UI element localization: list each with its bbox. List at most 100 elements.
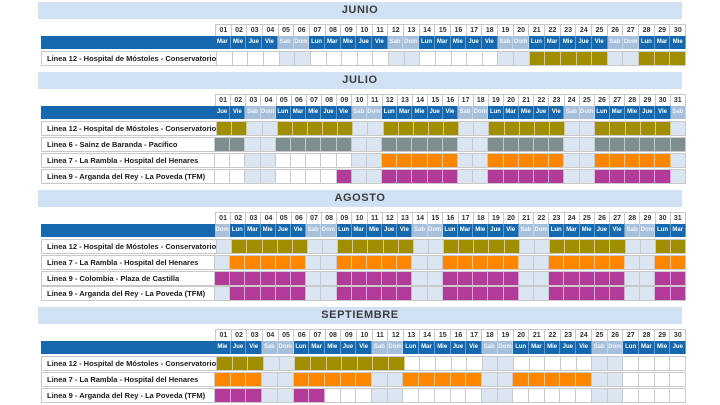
- day-cell: [275, 286, 291, 301]
- weekday-label: Dom: [215, 224, 231, 237]
- day-cell: [366, 153, 383, 168]
- day-cell: [307, 121, 324, 136]
- day-number: 26: [607, 329, 624, 341]
- day-cell: [326, 51, 343, 66]
- day-cell: [292, 239, 308, 254]
- day-number: 21: [529, 24, 546, 36]
- day-cell: [450, 388, 467, 403]
- month-section-junio: JUNIO 01 02 03 04 05 06 07 08 09 10 11 12 13 14 15 16 17 1…: [38, 2, 687, 66]
- day-number: 08: [325, 329, 342, 341]
- day-cell: [427, 137, 443, 152]
- weekday-label: Mar: [458, 224, 474, 237]
- day-cell: [230, 388, 247, 403]
- day-cell: [336, 271, 352, 286]
- day-cell: [260, 255, 276, 270]
- day-cell: [450, 372, 467, 387]
- day-cell: [353, 239, 369, 254]
- day-cell: [412, 153, 428, 168]
- day-cell: [245, 153, 261, 168]
- day-cell: [382, 137, 398, 152]
- day-cell: [488, 271, 504, 286]
- day-number: 25: [592, 329, 608, 341]
- day-cell: [444, 239, 460, 254]
- weekday-label: Vie: [442, 106, 458, 119]
- day-number: 28: [639, 329, 655, 341]
- day-number: 15: [435, 329, 452, 341]
- weekday-row-header-fill: [41, 341, 215, 354]
- month-section-agosto: AGOSTO 01 02 03 04 05 06 07 08 09 10 11 12 13 14 15 16 17…: [38, 190, 687, 301]
- day-cell: [458, 286, 474, 301]
- day-cell: [366, 271, 383, 286]
- weekday-label: Jue: [640, 106, 656, 119]
- day-number: 26: [607, 24, 624, 36]
- day-cell: [655, 286, 671, 301]
- day-number: 28: [625, 212, 641, 224]
- day-number: 04: [261, 94, 277, 106]
- day-cell: [625, 239, 641, 254]
- day-numbers-spacer: [41, 329, 215, 341]
- day-cell: [623, 388, 639, 403]
- day-cell: [413, 121, 429, 136]
- weekday-label: Sab: [277, 36, 294, 49]
- day-number: 10: [352, 212, 368, 224]
- day-cell: [458, 169, 474, 184]
- day-cell: [404, 51, 421, 66]
- weekday-label: Mar: [609, 106, 626, 119]
- day-cell: [264, 356, 280, 371]
- line-row: Linea 12 - Hospital de Móstoles - Conser…: [41, 356, 686, 371]
- day-cell: [336, 255, 352, 270]
- day-cell: [442, 169, 458, 184]
- day-cell: [397, 169, 413, 184]
- day-cell: [290, 286, 307, 301]
- day-cell: [474, 121, 490, 136]
- day-number: 01: [216, 329, 232, 341]
- day-cell: [215, 153, 231, 168]
- weekday-label: Sab: [458, 106, 474, 119]
- line-label: Linea 6 - Sainz de Baranda - Pacífico: [41, 137, 215, 152]
- weekday-cells: Dom Lun Mar Mie Jue Vie Sab Dom Lun Mar Mie Jue Vie S…: [215, 224, 686, 237]
- weekday-label: Dom: [366, 106, 383, 119]
- line-label: Linea 9 - Arganda del Rey - La Poveda (T…: [41, 169, 215, 184]
- day-cell: [397, 271, 413, 286]
- day-numbers-cells: 01 02 03 04 05 06 07 08 09 10 11 12 13 14 15 16 17 18 19 20…: [215, 329, 687, 341]
- day-number: 16: [443, 212, 459, 224]
- line-row: Linea 9 - Arganda del Rey - La Poveda (T…: [41, 169, 686, 184]
- day-cell: [503, 271, 519, 286]
- weekday-label: Mar: [309, 341, 325, 354]
- day-cell: [564, 137, 580, 152]
- day-numbers-spacer: [41, 24, 215, 36]
- day-cell: [458, 255, 474, 270]
- day-cell: [549, 137, 565, 152]
- day-cell: [474, 239, 490, 254]
- month-grid: 01 02 03 04 05 06 07 08 09 10 11 12 13 14 15 16 17 18 19 20…: [41, 24, 687, 66]
- day-number: 04: [263, 24, 279, 36]
- day-cell: [230, 137, 246, 152]
- weekday-label: Mie: [366, 224, 383, 237]
- day-number: 24: [564, 94, 580, 106]
- day-cell: [623, 51, 640, 66]
- day-cell: [230, 255, 246, 270]
- day-cell: [215, 286, 231, 301]
- weekday-label: Mar: [215, 36, 231, 49]
- day-number: 27: [610, 94, 626, 106]
- day-number: 08: [322, 212, 338, 224]
- month-title: AGOSTO: [38, 190, 682, 207]
- weekday-label: Sab: [351, 106, 367, 119]
- weekday-label: Sab: [518, 224, 534, 237]
- day-cell: [655, 271, 671, 286]
- day-cell: [366, 286, 383, 301]
- day-number: 13: [404, 329, 420, 341]
- day-cell: [232, 121, 248, 136]
- day-cell: [306, 286, 322, 301]
- weekday-label: Mie: [579, 224, 595, 237]
- day-cell: [260, 286, 276, 301]
- day-cell: [489, 121, 505, 136]
- day-number: 20: [513, 24, 530, 36]
- day-cell: [498, 51, 515, 66]
- day-number: 11: [367, 212, 383, 224]
- weekday-label: Mie: [340, 36, 357, 49]
- day-number: 15: [428, 212, 444, 224]
- day-cell: [372, 388, 388, 403]
- day-cell: [518, 169, 534, 184]
- weekday-label: Jue: [488, 224, 504, 237]
